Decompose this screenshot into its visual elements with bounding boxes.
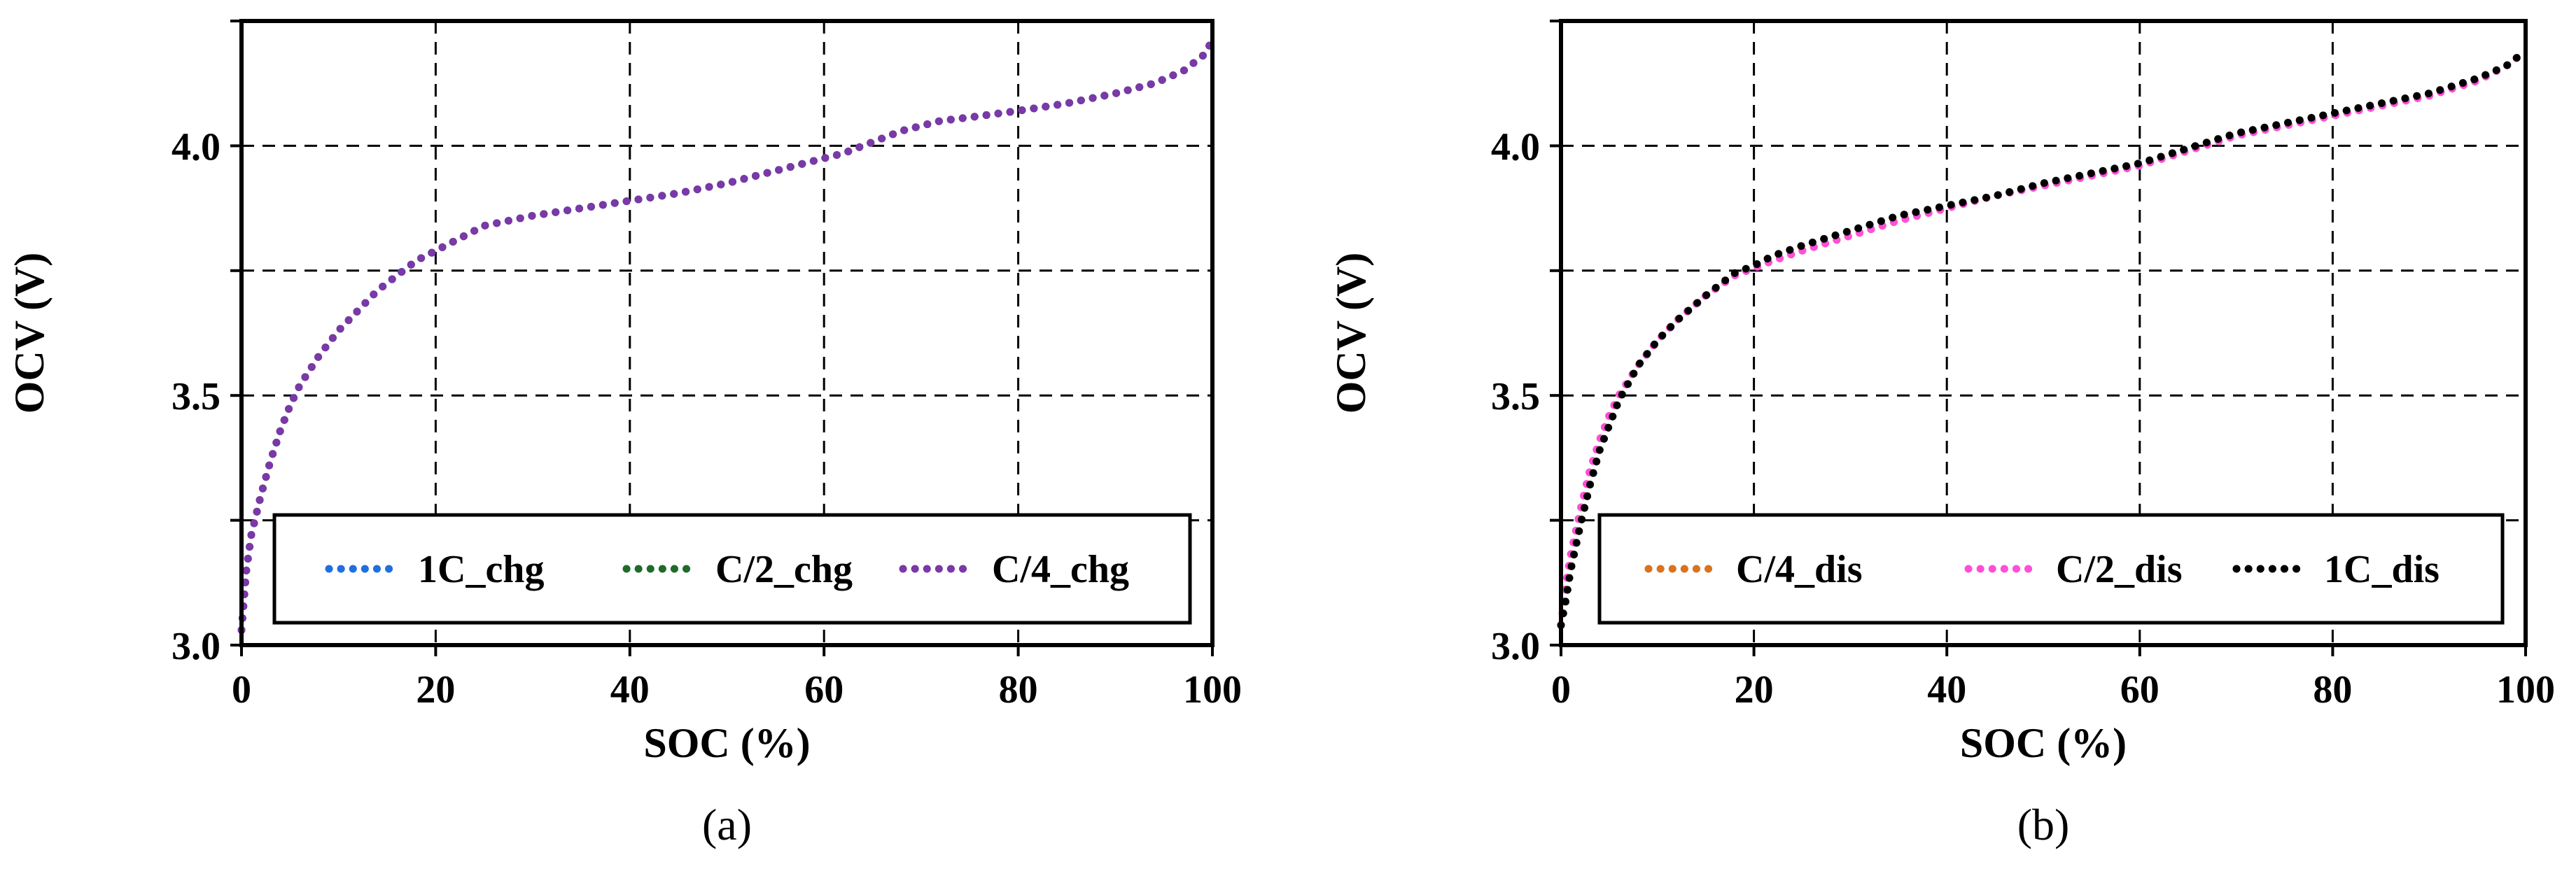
panel-b-x-tick-label-0: 0	[1551, 668, 1571, 712]
panel-b-x-tick-label-5: 100	[2496, 668, 2555, 712]
panel-a-y-ticks: 3.0 3.5 4.0	[172, 20, 241, 668]
panel-b-x-tick-label-4: 80	[2313, 668, 2352, 712]
panel-a-x-tick-label-0: 0	[232, 668, 251, 712]
panel-b-y-tick-label-2: 4.0	[1491, 125, 1540, 169]
panel-b-y-ticks: 3.0 3.5 4.0	[1491, 20, 1561, 668]
panel-a-y-tick-label-2: 4.0	[172, 125, 220, 169]
panel-a-y-tick-label-1: 3.5	[172, 375, 220, 418]
panel-a-x-axis-label: SOC (%)	[643, 720, 810, 766]
panel-b-chart: 3.0 3.5 4.0 0 20 40 60 80 100 SOC (%) OCV (V) C/4_d…	[1328, 19, 2555, 849]
panel-b-panel-label: (b)	[2017, 800, 2070, 849]
panel-a-chart: 3.0 3.5 4.0 0 20 40 60 80 100 SOC (%) OCV (V) 1C_ch…	[6, 19, 1242, 849]
panel-a-x-tick-label-3: 60	[804, 668, 844, 712]
panel-b-series-2	[1557, 47, 2530, 629]
panel-a-plot-frame	[239, 19, 1214, 647]
panel-b-legend-label-0: C/4_dis	[1736, 548, 1863, 591]
panel-b-x-tick-label-2: 40	[1927, 668, 1966, 712]
panel-b-x-tick-label-3: 60	[2120, 668, 2160, 712]
panel-a-x-tick-label-4: 80	[999, 668, 1038, 712]
panel-b-y-tick-label-0: 3.0	[1491, 625, 1540, 668]
panel-b-legend: C/4_dis C/2_dis 1C_dis	[1597, 513, 2505, 625]
panel-a-x-ticks: 0 20 40 60 80 100	[232, 645, 1242, 712]
panel-b-x-axis-label: SOC (%)	[1960, 720, 2127, 766]
panel-a-y-axis-label: OCV (V)	[6, 253, 52, 414]
panel-b-plot-frame	[1559, 19, 2528, 647]
panel-a-legend-label-1: C/2_chg	[715, 548, 853, 591]
panel-a-legend-label-2: C/4_chg	[992, 548, 1129, 591]
panel-b-x-ticks: 0 20 40 60 80 100	[1551, 645, 2555, 712]
panel-b-legend-box	[1597, 513, 2505, 625]
panel-b-y-tick-label-1: 3.5	[1491, 375, 1540, 418]
panel-a-legend-box	[272, 513, 1192, 625]
panel-a-legend-label-0: 1C_chg	[418, 548, 544, 591]
panel-a-x-tick-label-5: 100	[1183, 668, 1242, 712]
panel-b-series-group	[1557, 47, 2530, 629]
panel-a-panel-label: (a)	[702, 800, 752, 849]
panel-a-legend: 1C_chg C/2_chg C/4_chg	[272, 513, 1192, 625]
panel-a-x-tick-label-1: 20	[416, 668, 455, 712]
panel-b-y-axis-label: OCV (V)	[1328, 253, 1374, 414]
panel-b-legend-label-2: 1C_dis	[2324, 548, 2440, 591]
panel-a-series-2	[237, 37, 1217, 635]
panel-b-x-tick-label-1: 20	[1735, 668, 1774, 712]
panel-a-series-group	[237, 37, 1217, 635]
panel-b-legend-label-1: C/2_dis	[2056, 548, 2183, 591]
panel-a-y-tick-label-0: 3.0	[172, 625, 220, 668]
panel-a-x-tick-label-2: 40	[610, 668, 650, 712]
